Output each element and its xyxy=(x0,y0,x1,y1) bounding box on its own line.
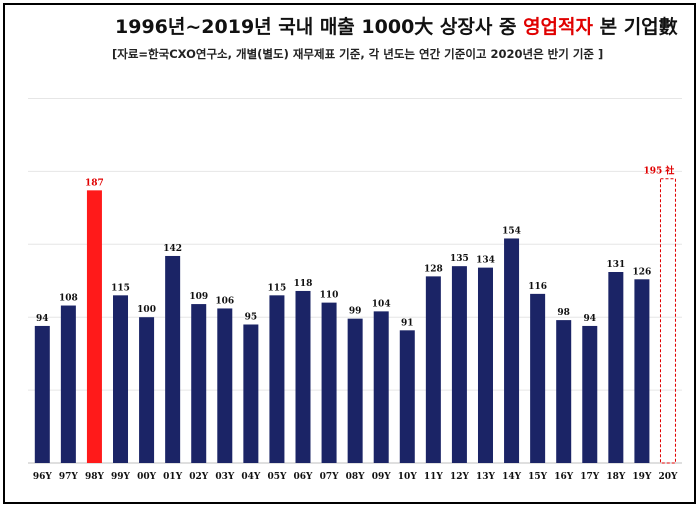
data-label: 131 xyxy=(606,260,625,270)
bar xyxy=(451,266,467,463)
bar-projection xyxy=(659,178,676,464)
x-tick-label: 16Y xyxy=(554,472,574,482)
data-label: 126 xyxy=(633,267,652,277)
data-label: 110 xyxy=(320,291,339,301)
x-tick-label: 06Y xyxy=(294,472,314,482)
x-tick-label: 98Y xyxy=(85,472,105,482)
title-tail: 본 기업數 xyxy=(592,16,678,38)
bar xyxy=(425,276,441,463)
data-label: 98 xyxy=(557,308,570,318)
x-tick-label: 09Y xyxy=(372,472,392,482)
data-label: 154 xyxy=(502,226,521,236)
x-tick-label: 15Y xyxy=(528,472,548,482)
x-tick-label: 20Y xyxy=(659,472,679,482)
x-tick-label: 13Y xyxy=(476,472,496,482)
x-tick-label: 11Y xyxy=(424,472,444,482)
bar xyxy=(243,324,259,463)
x-tick-label: 12Y xyxy=(450,472,470,482)
data-label: 118 xyxy=(294,279,313,289)
x-tick-label: 10Y xyxy=(398,472,418,482)
bar xyxy=(191,304,207,463)
data-label: 195 社 xyxy=(644,165,675,177)
bar xyxy=(504,238,520,463)
bar xyxy=(608,272,624,463)
x-tick-label: 07Y xyxy=(320,472,340,482)
x-tick-label: 02Y xyxy=(189,472,209,482)
x-tick-label: 08Y xyxy=(346,472,366,482)
bar xyxy=(34,325,50,463)
data-label: 135 xyxy=(450,254,469,264)
x-tick-label: 14Y xyxy=(502,472,522,482)
data-label: 115 xyxy=(111,283,130,293)
chart-header: 1996년~2019년 국내 매출 1000大 상장사 중 영업적자 본 기업數… xyxy=(0,0,699,80)
x-tick-label: 01Y xyxy=(163,472,183,482)
data-label: 99 xyxy=(349,307,362,317)
bar xyxy=(139,317,155,463)
data-label: 91 xyxy=(401,318,414,328)
x-tick-label: 19Y xyxy=(632,472,652,482)
x-tick-label: 04Y xyxy=(241,472,261,482)
bar xyxy=(477,267,493,463)
bar xyxy=(634,279,650,463)
bar xyxy=(399,330,415,463)
bar xyxy=(269,295,285,463)
x-tick-label: 17Y xyxy=(580,472,600,482)
x-tick-label: 05Y xyxy=(267,472,287,482)
data-label: 104 xyxy=(372,299,391,309)
x-tick-label: 00Y xyxy=(137,472,157,482)
bar xyxy=(165,255,181,463)
title-highlight: 영업적자 xyxy=(523,16,593,38)
x-tick-label: 03Y xyxy=(215,472,235,482)
bar xyxy=(113,295,129,463)
bar-highlight xyxy=(86,190,102,463)
title-main: 1996년~2019년 국내 매출 1000大 상장사 중 xyxy=(115,16,524,38)
data-label: 100 xyxy=(137,305,156,315)
bar xyxy=(60,305,76,463)
data-label: 95 xyxy=(245,312,258,322)
bar xyxy=(373,311,389,463)
data-label: 108 xyxy=(59,294,78,304)
data-label: 134 xyxy=(476,256,495,266)
data-label: 109 xyxy=(189,292,208,302)
bar xyxy=(556,320,572,463)
bar xyxy=(217,308,233,463)
data-label: 187 xyxy=(85,178,104,188)
x-tick-label: 99Y xyxy=(111,472,131,482)
data-label: 115 xyxy=(268,283,287,293)
data-label: 128 xyxy=(424,264,443,274)
data-label: 116 xyxy=(528,282,547,292)
bar xyxy=(321,302,337,463)
data-label: 106 xyxy=(215,296,234,306)
data-label: 94 xyxy=(584,314,597,324)
bar xyxy=(347,318,363,463)
bar xyxy=(582,325,598,463)
data-label: 94 xyxy=(36,314,49,324)
x-tick-label: 96Y xyxy=(33,472,53,482)
chart-title: 1996년~2019년 국내 매출 1000大 상장사 중 영업적자 본 기업數 xyxy=(115,12,685,39)
bar xyxy=(530,293,546,463)
chart-subtitle: [자료=한국CXO연구소, 개별(별도) 재무제표 기준, 각 년도는 연간 기… xyxy=(112,47,604,61)
x-tick-label: 18Y xyxy=(606,472,626,482)
x-tick-label: 97Y xyxy=(59,472,79,482)
data-label: 142 xyxy=(163,244,182,254)
bar xyxy=(295,290,311,463)
